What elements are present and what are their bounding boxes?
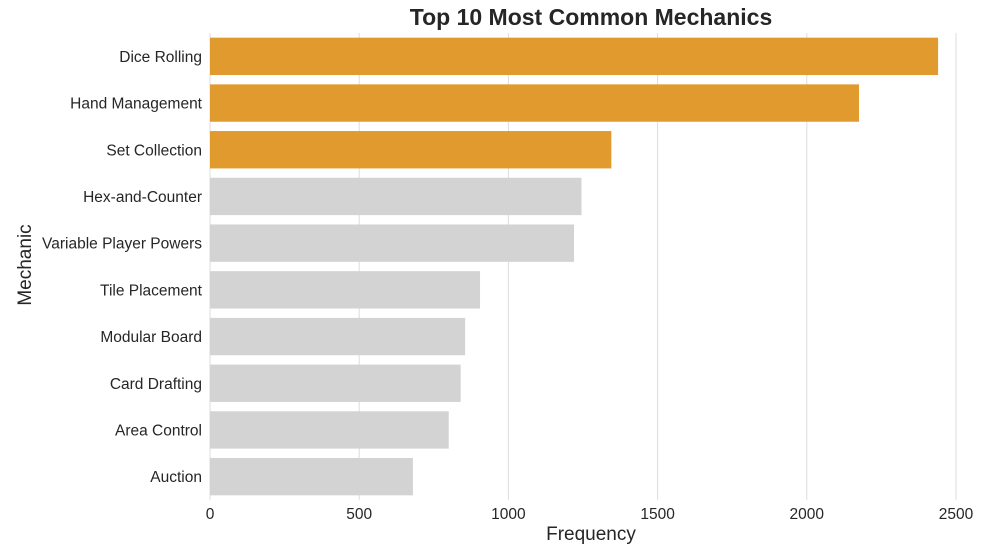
bar-auction [210, 457, 413, 496]
y-tick-label: Area Control [115, 422, 202, 439]
x-tick-label: 1500 [640, 506, 675, 523]
y-tick-label: Set Collection [106, 142, 202, 159]
x-tick-label: 1000 [491, 506, 526, 523]
y-tick-labels: Dice Rolling Hand Management Set Collectio… [42, 49, 203, 486]
bar-set-collection [210, 131, 612, 169]
y-tick-label: Tile Placement [100, 282, 203, 299]
y-tick-label: Auction [150, 469, 202, 486]
bar-area-control [210, 411, 449, 449]
y-tick-label: Dice Rolling [119, 49, 202, 66]
bar-dice-rolling [210, 37, 939, 76]
bar-tile-placement [210, 271, 481, 309]
x-tick-label: 0 [206, 506, 215, 523]
bar-hand-management [210, 84, 860, 122]
bars [210, 37, 939, 496]
bar-variable-player-powers [210, 224, 575, 262]
bar-modular-board [210, 317, 466, 356]
x-axis-label: Frequency [546, 524, 636, 545]
x-tick-label: 500 [346, 506, 372, 523]
bar-hex-and-counter [210, 177, 582, 216]
y-tick-label: Variable Player Powers [42, 236, 202, 253]
y-axis-label: Mechanic [15, 224, 36, 305]
x-tick-labels: 0 500 1000 1500 2000 2500 [206, 506, 974, 523]
y-tick-label: Hand Management [70, 96, 203, 113]
bar-card-drafting [210, 364, 461, 402]
x-tick-label: 2500 [939, 506, 974, 523]
x-tick-label: 2000 [790, 506, 825, 523]
y-tick-label: Card Drafting [110, 376, 202, 393]
y-tick-label: Hex-and-Counter [83, 189, 202, 206]
chart-title: Top 10 Most Common Mechanics [410, 4, 773, 30]
y-tick-label: Modular Board [100, 329, 202, 346]
